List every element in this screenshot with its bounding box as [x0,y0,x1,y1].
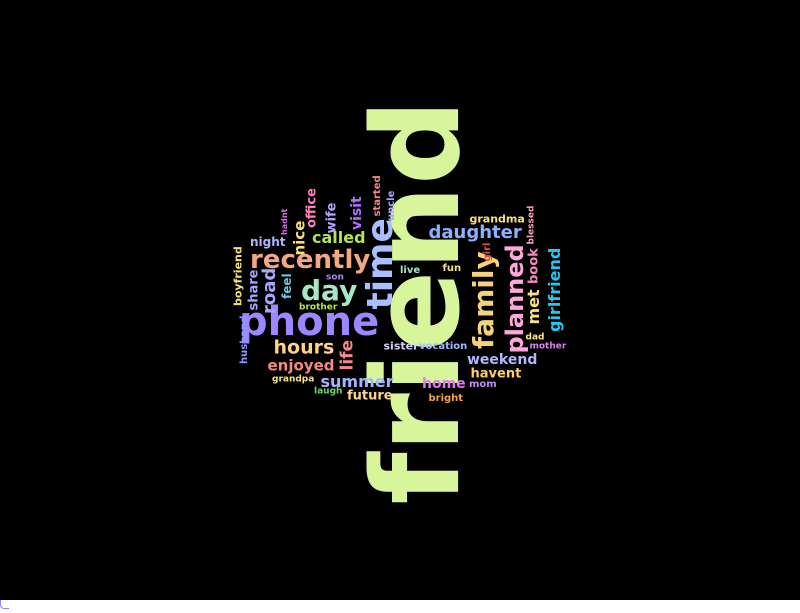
word-met: met [524,289,543,325]
word-daughter: daughter [428,222,522,243]
word-son: son [326,272,344,283]
word-phone: phone [239,299,380,345]
word-girl: girl [482,242,493,262]
word-wife: wife [324,202,340,234]
word-girlfriend: girlfriend [545,247,564,332]
word-vocation: vocation [419,341,468,352]
word-day: day [301,274,358,307]
word-dad: dad [525,332,545,343]
word-boyfriend: boyfriend [231,246,245,306]
word-mom: mom [469,379,497,390]
word-hours: hours [273,336,335,359]
word-uncle: uncle [386,190,397,221]
word-bright: bright [428,393,464,404]
word-mother: mother [529,341,567,352]
word-life: life [337,339,358,371]
word-office: office [304,188,320,228]
word-road: road [259,267,280,314]
word-book: book [526,248,542,284]
word-summer: summer [320,372,394,391]
word-enjoyed: enjoyed [267,356,335,375]
word-feel: feel [280,273,294,299]
word-brother: brother [299,302,338,313]
word-grandpa: grandpa [272,374,315,385]
word-recently: recently [250,245,371,275]
word-home: home [422,376,466,392]
word-husband: husband [239,315,250,364]
word-cloud-canvas: friend phone time recently day family pl… [0,0,800,600]
word-share: share [246,269,262,311]
word-night: night [250,235,286,249]
word-fun: fun [442,263,462,274]
word-weekend: weekend [467,352,538,368]
word-sister: sister [383,339,419,353]
word-havent: havent [470,366,522,382]
word-visit: visit [349,196,365,230]
word-laugh: laugh [314,386,343,397]
word-grandma: grandma [469,212,525,226]
word-live: live [400,265,421,276]
resize-corner-icon [0,600,9,609]
word-blessed: blessed [526,205,537,245]
word-called: called [312,228,366,247]
word-hadnt: hadnt [280,208,289,235]
word-future: future [347,388,393,404]
word-started: started [372,175,383,217]
word-family: family [467,251,500,349]
